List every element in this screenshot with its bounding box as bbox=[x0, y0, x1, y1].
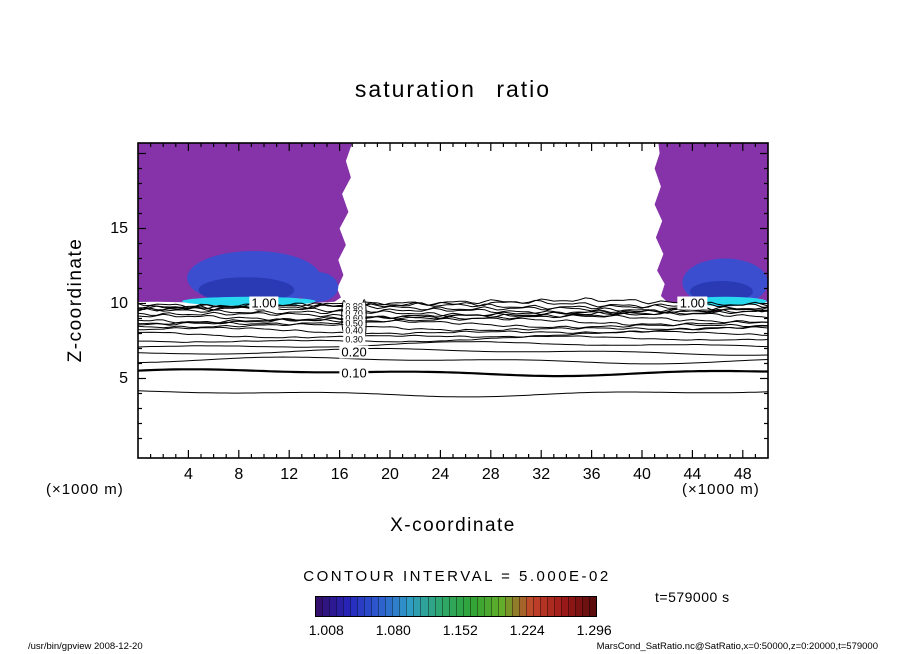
z-tick-label: 5 bbox=[119, 369, 128, 387]
z-tick-label: 15 bbox=[110, 219, 128, 237]
left-cyan-band bbox=[182, 296, 316, 306]
z-axis-label: Z-coordinate bbox=[65, 237, 86, 363]
dataset-stamp: MarsCond_SatRatio.nc@SatRatio,x=0:50000,… bbox=[596, 641, 878, 652]
x-tick-label: 36 bbox=[582, 466, 601, 483]
colorbar-tick-label: 1.224 bbox=[509, 622, 545, 638]
contour-value-label: 0.30 bbox=[343, 334, 365, 345]
x-tick-label: 24 bbox=[431, 466, 450, 483]
x-tick-label: 20 bbox=[381, 466, 399, 483]
plot-title: saturation ratio bbox=[354, 76, 552, 102]
colorbar-cell bbox=[462, 597, 470, 616]
contour-value-label: 1.00 bbox=[677, 295, 708, 311]
contour-value-label: 1.00 bbox=[249, 295, 279, 311]
contour-line-0.05 bbox=[137, 390, 769, 398]
contour-line-0.40 bbox=[137, 326, 769, 335]
x-tick-label: 32 bbox=[532, 466, 551, 483]
z-tick-label: 10 bbox=[110, 294, 128, 312]
colorbar-tick-label: 1.080 bbox=[375, 622, 411, 638]
contour-line-0.45 bbox=[137, 323, 769, 332]
colorbar-cell bbox=[357, 597, 365, 616]
colorbar-cell bbox=[316, 597, 323, 616]
x-tick-label: 28 bbox=[481, 466, 500, 483]
x-axis-unit-note: (×1000 m) bbox=[682, 481, 760, 498]
colorbar-cell bbox=[568, 597, 576, 616]
colorbar-cell bbox=[532, 597, 540, 616]
contour-line-0.25 bbox=[137, 341, 769, 348]
colorbar-cell bbox=[441, 597, 449, 616]
contour-line-0.30 bbox=[138, 335, 769, 343]
contour-interval-label: CONTOUR INTERVAL = 5.000E-02 bbox=[303, 568, 611, 585]
contour-line-0.50 bbox=[138, 319, 769, 329]
colorbar-cell bbox=[476, 597, 484, 616]
contour-line-0.65 bbox=[137, 311, 769, 322]
colorbar-cell bbox=[336, 597, 344, 616]
contour-line-0.20 bbox=[137, 347, 769, 356]
colorbar-cell bbox=[518, 597, 526, 616]
colorbar-cell bbox=[547, 597, 555, 616]
x-tick-label: 4 bbox=[183, 466, 193, 483]
colorbar-cell bbox=[364, 597, 372, 616]
colorbar-cell bbox=[427, 597, 435, 616]
colorbar-cell bbox=[455, 597, 463, 616]
contour-value-label: 0.40 bbox=[343, 325, 365, 336]
x-axis-label: X-coordinate bbox=[390, 515, 516, 536]
colorbar-cell bbox=[525, 597, 533, 616]
colorbar-cell bbox=[420, 597, 428, 616]
contour-value-label: 0.60 bbox=[343, 313, 365, 324]
colorbar-cell bbox=[371, 597, 379, 616]
colorbar-cell bbox=[575, 597, 583, 616]
contour-value-label: 0.10 bbox=[339, 365, 369, 380]
colorbar-cell bbox=[582, 597, 590, 616]
contour-value-label: 0.50 bbox=[343, 318, 365, 329]
contour-value-label: 0.20 bbox=[339, 344, 369, 360]
colorbar-cell bbox=[385, 597, 393, 616]
colorbar-tick-label: 1.296 bbox=[576, 622, 612, 638]
colorbar-tick-label: 1.008 bbox=[308, 622, 344, 638]
contour-line-0.10 bbox=[137, 368, 768, 378]
time-label: t=579000 s bbox=[655, 589, 730, 605]
colorbar-cell bbox=[554, 597, 562, 616]
colorbar-cell bbox=[490, 597, 498, 616]
colorbar-cell bbox=[343, 597, 351, 616]
colorbar-tick-label: 1.152 bbox=[442, 622, 478, 638]
contour-line-0.60 bbox=[137, 314, 769, 325]
colorbar-cell bbox=[406, 597, 414, 616]
colorbar-cell bbox=[469, 597, 477, 616]
colorbar-cell bbox=[350, 597, 358, 616]
colorbar-cell bbox=[589, 597, 597, 616]
colorbar-cell bbox=[413, 597, 421, 616]
colorbar-cell bbox=[561, 597, 569, 616]
colorbar-cell bbox=[378, 597, 386, 616]
colorbar-cell bbox=[540, 597, 548, 616]
left-blue-core2 bbox=[295, 272, 339, 302]
contour-line-0.55 bbox=[137, 317, 768, 327]
contour-line-0.15 bbox=[137, 356, 769, 365]
colorbar-cell bbox=[448, 597, 456, 616]
x-tick-label: 40 bbox=[633, 466, 651, 483]
x-tick-label: 12 bbox=[280, 466, 299, 483]
colorbar-cell bbox=[329, 597, 337, 616]
z-axis-unit-note: (×1000 m) bbox=[46, 481, 124, 498]
contour-line-0.35 bbox=[138, 330, 769, 339]
colorbar-cell bbox=[483, 597, 491, 616]
colorbar bbox=[315, 596, 597, 617]
contour-value-label: 0.70 bbox=[343, 309, 365, 319]
colorbar-cell bbox=[511, 597, 519, 616]
colorbar-cell bbox=[399, 597, 407, 616]
colorbar-cell bbox=[497, 597, 505, 616]
command-stamp: /usr/bin/gpview 2008-12-20 bbox=[28, 641, 143, 652]
x-tick-label: 8 bbox=[234, 466, 244, 483]
x-tick-label: 16 bbox=[330, 466, 349, 483]
colorbar-cell bbox=[504, 597, 512, 616]
colorbar-cell bbox=[322, 597, 330, 616]
colorbar-cell bbox=[392, 597, 400, 616]
x-tick-label: 44 bbox=[683, 466, 702, 483]
contour-line-0.95 bbox=[137, 299, 769, 311]
colorbar-cell bbox=[434, 597, 442, 616]
x-tick-label: 48 bbox=[733, 466, 752, 483]
